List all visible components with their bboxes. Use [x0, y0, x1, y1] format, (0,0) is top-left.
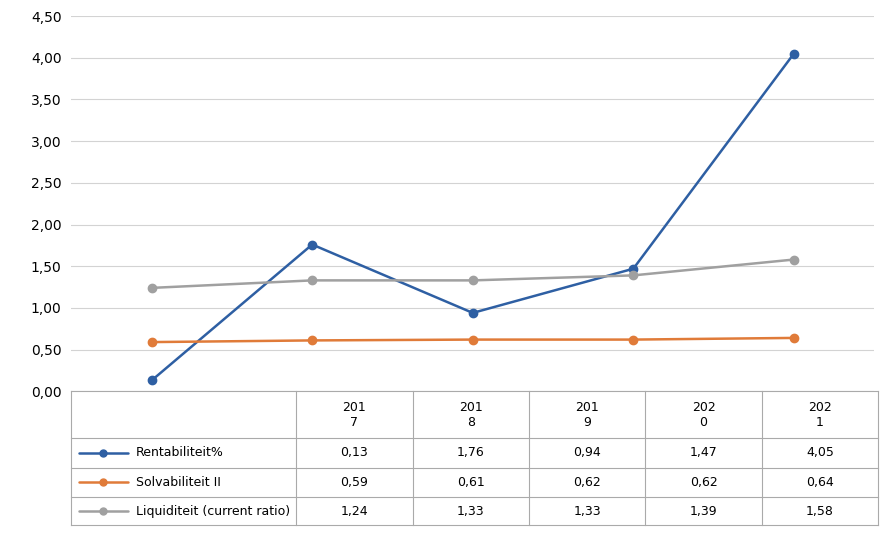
Text: 0,59: 0,59	[341, 476, 368, 489]
Text: Liquiditeit (current ratio): Liquiditeit (current ratio)	[136, 505, 290, 518]
Text: 0,94: 0,94	[574, 446, 601, 459]
Text: 1,47: 1,47	[690, 446, 717, 459]
Text: 1,24: 1,24	[341, 505, 368, 518]
Text: Rentabiliteit%: Rentabiliteit%	[136, 446, 224, 459]
Text: 0,64: 0,64	[806, 476, 834, 489]
Text: 201
8: 201 8	[458, 401, 483, 429]
Text: 202
0: 202 0	[691, 401, 715, 429]
Text: 201
9: 201 9	[575, 401, 599, 429]
Text: 201
7: 201 7	[343, 401, 367, 429]
Text: 1,39: 1,39	[690, 505, 717, 518]
Text: 202
1: 202 1	[808, 401, 832, 429]
Text: 1,58: 1,58	[806, 505, 834, 518]
Text: 1,33: 1,33	[574, 505, 601, 518]
Text: 1,76: 1,76	[457, 446, 484, 459]
Text: 0,13: 0,13	[341, 446, 368, 459]
Text: 1,33: 1,33	[457, 505, 484, 518]
Text: 4,05: 4,05	[806, 446, 834, 459]
Text: Solvabiliteit II: Solvabiliteit II	[136, 476, 220, 489]
Text: 0,62: 0,62	[690, 476, 717, 489]
Text: 0,62: 0,62	[574, 476, 601, 489]
Text: 0,61: 0,61	[457, 476, 484, 489]
